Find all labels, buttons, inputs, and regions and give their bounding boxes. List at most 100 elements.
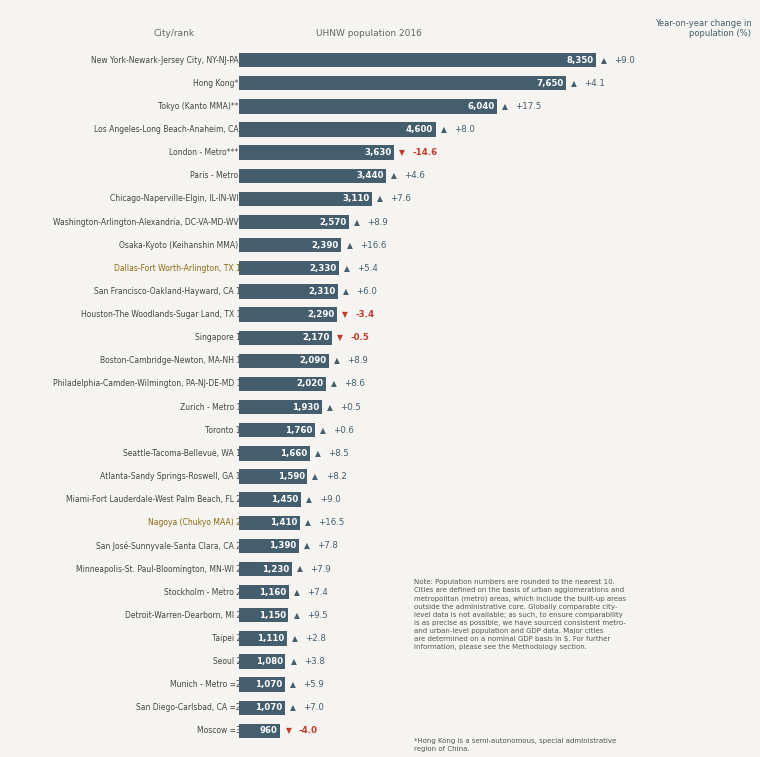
Text: +17.5: +17.5: [515, 102, 542, 111]
Text: Toronto 17: Toronto 17: [205, 425, 245, 435]
Bar: [239, 123, 435, 137]
Text: 1,930: 1,930: [292, 403, 319, 412]
Text: 6,040: 6,040: [467, 102, 495, 111]
Text: ▼: ▼: [337, 333, 343, 342]
Bar: [239, 493, 301, 506]
Text: ▲: ▲: [294, 587, 300, 597]
Bar: [239, 562, 292, 576]
Text: London - Metro*** 5: London - Metro*** 5: [169, 148, 245, 157]
Text: Tokyo (Kanto MMA)** 3: Tokyo (Kanto MMA)** 3: [158, 102, 245, 111]
Text: Chicago-Naperville-Elgin, IL-IN-WI 7: Chicago-Naperville-Elgin, IL-IN-WI 7: [110, 195, 245, 204]
Text: +7.8: +7.8: [317, 541, 338, 550]
Text: Year-on-year change in
population (%): Year-on-year change in population (%): [654, 19, 752, 38]
Text: Minneapolis-St. Paul-Bloomington, MN-WI 23: Minneapolis-St. Paul-Bloomington, MN-WI …: [76, 565, 245, 574]
Text: ▲: ▲: [391, 171, 397, 180]
Text: Houston-The Woodlands-Sugar Land, TX 12: Houston-The Woodlands-Sugar Land, TX 12: [81, 310, 245, 319]
Bar: [239, 354, 328, 368]
Text: 1,230: 1,230: [262, 565, 290, 574]
Text: ▲: ▲: [290, 657, 296, 666]
Text: ▲: ▲: [347, 241, 353, 250]
Text: ▼: ▼: [286, 727, 291, 736]
Text: Nagoya (Chukyo MAA) 21: Nagoya (Chukyo MAA) 21: [148, 519, 245, 528]
Text: 1,070: 1,070: [255, 703, 283, 712]
Text: Stockholm - Metro 24: Stockholm - Metro 24: [164, 587, 245, 597]
Text: San Francisco-Oakland-Hayward, CA 11: San Francisco-Oakland-Hayward, CA 11: [94, 287, 245, 296]
Text: Seattle-Tacoma-Bellevue, WA 18: Seattle-Tacoma-Bellevue, WA 18: [123, 449, 245, 458]
Text: UHNW population 2016: UHNW population 2016: [316, 30, 422, 38]
Text: 2,310: 2,310: [308, 287, 335, 296]
Text: Munich - Metro =28: Munich - Metro =28: [170, 680, 245, 689]
Text: 2,290: 2,290: [307, 310, 334, 319]
Text: 1,080: 1,080: [256, 657, 283, 666]
Text: 1,410: 1,410: [270, 519, 297, 528]
Text: ▲: ▲: [343, 287, 349, 296]
Text: +8.9: +8.9: [367, 217, 388, 226]
Text: Philadelphia-Camden-Wilmington, PA-NJ-DE-MD 15: Philadelphia-Camden-Wilmington, PA-NJ-DE…: [52, 379, 245, 388]
Text: ▼: ▼: [342, 310, 348, 319]
Bar: [239, 285, 338, 298]
Text: +3.8: +3.8: [304, 657, 325, 666]
Bar: [239, 53, 596, 67]
Text: 2,390: 2,390: [312, 241, 339, 250]
Text: +16.6: +16.6: [359, 241, 386, 250]
Text: +9.0: +9.0: [320, 495, 340, 504]
Text: 3,630: 3,630: [365, 148, 391, 157]
Bar: [239, 400, 321, 414]
Text: +0.5: +0.5: [340, 403, 361, 412]
Text: Note: Population numbers are rounded to the nearest 10.
Cities are defined on th: Note: Population numbers are rounded to …: [414, 579, 626, 650]
Text: 1,760: 1,760: [284, 425, 312, 435]
Text: Moscow =30: Moscow =30: [197, 727, 245, 736]
Text: ▲: ▲: [344, 263, 350, 273]
Text: Washington-Arlington-Alexandria, DC-VA-MD-WV 8: Washington-Arlington-Alexandria, DC-VA-M…: [53, 217, 245, 226]
Text: ▲: ▲: [305, 519, 311, 528]
Text: -0.5: -0.5: [350, 333, 369, 342]
Text: +8.6: +8.6: [344, 379, 365, 388]
Bar: [239, 238, 341, 252]
Text: -4.0: -4.0: [299, 727, 318, 736]
Bar: [239, 145, 394, 160]
Text: +8.5: +8.5: [328, 449, 350, 458]
Text: 8,350: 8,350: [566, 55, 593, 64]
Text: +7.6: +7.6: [391, 195, 411, 204]
Text: +5.4: +5.4: [357, 263, 378, 273]
Text: +7.0: +7.0: [303, 703, 325, 712]
Bar: [239, 192, 372, 206]
Bar: [239, 469, 307, 484]
Text: ▲: ▲: [290, 703, 296, 712]
Text: +7.9: +7.9: [310, 565, 331, 574]
Text: 1,660: 1,660: [280, 449, 308, 458]
Bar: [239, 446, 310, 460]
Text: +8.0: +8.0: [454, 125, 475, 134]
Text: ▲: ▲: [292, 634, 298, 643]
Bar: [239, 261, 339, 276]
Text: +8.9: +8.9: [347, 357, 368, 366]
Bar: [239, 678, 285, 692]
Bar: [239, 516, 299, 530]
Text: +9.0: +9.0: [614, 55, 635, 64]
Text: Miami-Fort Lauderdale-West Palm Beach, FL 20: Miami-Fort Lauderdale-West Palm Beach, F…: [66, 495, 245, 504]
Text: Singapore 13: Singapore 13: [195, 333, 245, 342]
Text: 4,600: 4,600: [406, 125, 433, 134]
Text: ▲: ▲: [334, 357, 340, 366]
Text: +2.8: +2.8: [305, 634, 326, 643]
Text: 2,570: 2,570: [319, 217, 347, 226]
Text: ▲: ▲: [320, 425, 325, 435]
Text: ▲: ▲: [306, 495, 312, 504]
Text: ▲: ▲: [297, 565, 303, 574]
Text: 1,450: 1,450: [271, 495, 299, 504]
Text: *Hong Kong is a semi-autonomous, special administrative
region of China.: *Hong Kong is a semi-autonomous, special…: [414, 738, 616, 752]
Text: +16.5: +16.5: [318, 519, 344, 528]
Text: ▲: ▲: [304, 541, 310, 550]
Text: Dallas-Fort Worth-Arlington, TX 10: Dallas-Fort Worth-Arlington, TX 10: [114, 263, 245, 273]
Text: 1,160: 1,160: [259, 587, 287, 597]
Text: 7,650: 7,650: [536, 79, 563, 88]
Bar: [239, 608, 289, 622]
Text: 2,020: 2,020: [296, 379, 323, 388]
Bar: [239, 377, 325, 391]
Text: San Diego-Carlsbad, CA =28: San Diego-Carlsbad, CA =28: [137, 703, 245, 712]
Text: +4.6: +4.6: [404, 171, 426, 180]
Text: 1,150: 1,150: [259, 611, 286, 620]
Text: ▲: ▲: [571, 79, 577, 88]
Bar: [239, 215, 349, 229]
Bar: [239, 99, 497, 114]
